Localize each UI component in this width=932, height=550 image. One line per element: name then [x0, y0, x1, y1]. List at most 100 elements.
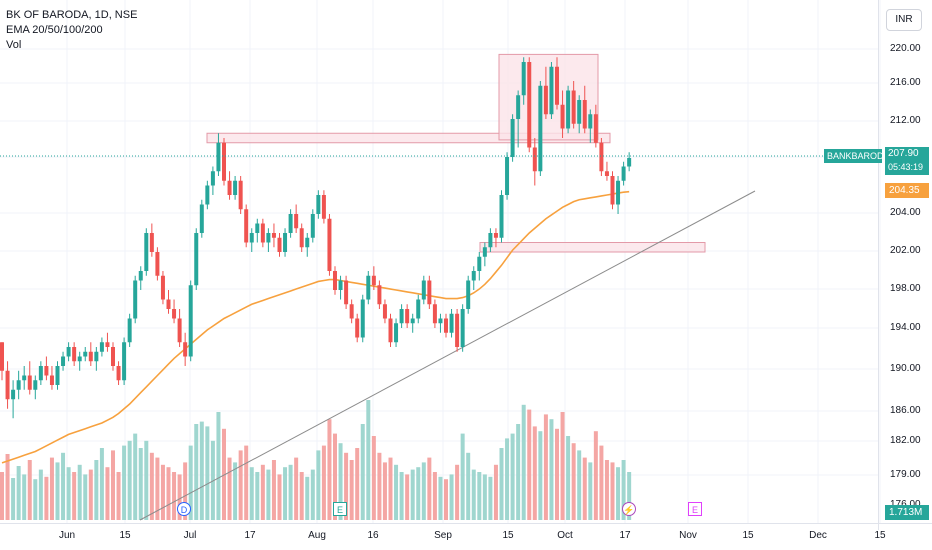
- price-label: 190.00: [890, 363, 921, 374]
- volume-bar: [77, 464, 82, 520]
- candle-body: [138, 271, 143, 281]
- candle-body: [227, 180, 232, 195]
- time-label: 15: [119, 530, 131, 541]
- indicator-label[interactable]: EMA 20/50/100/200: [6, 24, 103, 36]
- volume-label[interactable]: Vol: [6, 39, 22, 51]
- earnings-marker-upcoming[interactable]: E: [688, 502, 702, 516]
- volume-bar: [366, 400, 371, 520]
- candle-body: [477, 256, 482, 271]
- event-marker[interactable]: ⚡: [622, 502, 636, 516]
- volume-bar: [405, 474, 410, 520]
- currency-button[interactable]: INR: [886, 9, 922, 31]
- volume-bar: [382, 462, 387, 520]
- volume-bar: [22, 474, 27, 520]
- zone-1: [498, 53, 599, 141]
- volume-bar: [166, 467, 171, 520]
- symbol-title[interactable]: BK OF BARODA, 1D, NSE: [6, 9, 138, 21]
- volume-bar: [527, 409, 532, 520]
- time-label: 17: [244, 530, 256, 541]
- candle-body: [538, 85, 543, 172]
- volume-bar: [560, 412, 565, 520]
- candle-body: [344, 280, 349, 305]
- dividend-marker[interactable]: D: [177, 502, 191, 516]
- volume-bar: [482, 474, 487, 520]
- price-label: 202.00: [890, 245, 921, 256]
- volume-bar: [471, 469, 476, 520]
- candle-body: [166, 299, 171, 309]
- candle-body: [144, 233, 149, 271]
- candle-body: [338, 280, 343, 290]
- volume-bar: [616, 467, 621, 520]
- volume-bar: [355, 448, 360, 520]
- volume-bar: [349, 460, 354, 520]
- volume-bar: [33, 479, 38, 520]
- volume-bar: [416, 467, 421, 520]
- volume-bar: [421, 462, 426, 520]
- candle-body: [399, 309, 404, 324]
- candle-body: [455, 313, 460, 347]
- candle-body: [355, 318, 360, 338]
- earnings-marker[interactable]: E: [333, 502, 347, 516]
- candle-body: [160, 275, 165, 300]
- volume-bar: [177, 474, 182, 520]
- volume-bar: [344, 452, 349, 520]
- volume-bar: [227, 457, 232, 520]
- candle-body: [283, 233, 288, 252]
- candle-body: [466, 280, 471, 309]
- candle-body: [582, 100, 587, 129]
- candle-body: [188, 285, 193, 357]
- candle-body: [316, 195, 321, 214]
- volume-bar: [271, 460, 276, 520]
- time-label: Jul: [183, 530, 197, 541]
- volume-bar: [0, 472, 4, 520]
- ema-tag: 204.35: [885, 183, 929, 198]
- candle-body: [516, 95, 521, 119]
- symbol-tag: BANKBARODA: [824, 149, 890, 163]
- volume-bar: [288, 464, 293, 520]
- volume-bar: [566, 436, 571, 520]
- candle-body: [77, 356, 82, 362]
- volume-bar: [410, 469, 415, 520]
- volume-bar: [127, 440, 132, 520]
- time-label: 15: [874, 530, 886, 541]
- candle-body: [349, 304, 354, 319]
- candle-body: [133, 280, 138, 319]
- candle-body: [49, 375, 54, 385]
- volume-bar: [199, 421, 204, 520]
- candle-body: [116, 366, 121, 381]
- candle-body: [493, 233, 498, 238]
- price-label: 204.00: [890, 207, 921, 218]
- candle-body: [499, 195, 504, 238]
- time-label: Sep: [434, 530, 452, 541]
- candle-body: [488, 233, 493, 248]
- volume-bar: [493, 464, 498, 520]
- candle-body: [410, 318, 415, 324]
- volume-bar: [72, 472, 77, 520]
- candle-body: [604, 171, 609, 176]
- candle-body: [599, 142, 604, 172]
- chart-grid: [0, 0, 881, 523]
- ema-line: [1, 190, 630, 464]
- volume-bar: [571, 443, 576, 520]
- volume-bar: [427, 457, 432, 520]
- volume-bar: [255, 472, 260, 520]
- volume-bar: [582, 457, 587, 520]
- price-label: 198.00: [890, 283, 921, 294]
- candle-body: [616, 180, 621, 205]
- volume-bar: [516, 424, 521, 520]
- volume-bar: [244, 445, 249, 520]
- volume-bar: [477, 472, 482, 520]
- candle-body: [360, 299, 365, 338]
- price-label: 216.00: [890, 77, 921, 88]
- candle-body: [177, 318, 182, 343]
- candle-body: [371, 275, 376, 286]
- volume-bar: [538, 431, 543, 520]
- volume-bar: [249, 467, 254, 520]
- candle-body: [233, 180, 238, 195]
- volume-bar: [577, 450, 582, 520]
- candle-body: [327, 218, 332, 271]
- candle-body: [277, 237, 282, 252]
- candle-body: [555, 66, 559, 105]
- candle-body: [299, 228, 304, 248]
